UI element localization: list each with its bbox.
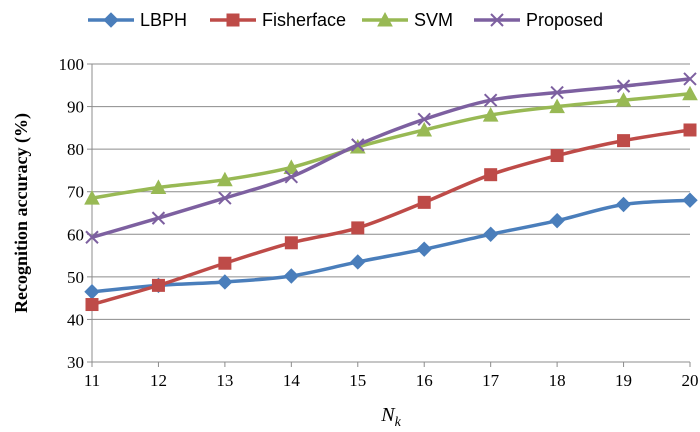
x-tick-label: 20 — [682, 371, 699, 390]
legend-label-svm: SVM — [414, 10, 453, 30]
legend-label-proposed: Proposed — [526, 10, 603, 30]
data-point-svm — [682, 85, 698, 101]
data-point-lbph — [549, 212, 565, 229]
y-tick-label: 60 — [67, 225, 84, 244]
data-point-lbph — [217, 274, 233, 290]
series-line-proposed — [91, 77, 691, 239]
data-point-lbph — [350, 254, 366, 270]
x-tick-label: 14 — [283, 371, 301, 390]
legend-item-fisherface: Fisherface — [210, 10, 346, 30]
data-point-proposed — [417, 112, 431, 127]
x-axis-label-subscript: k — [395, 415, 402, 430]
data-point-proposed — [683, 72, 697, 86]
x-tick-label: 11 — [84, 371, 100, 390]
series-lbph — [84, 192, 698, 300]
data-point-fisherface — [85, 298, 99, 312]
data-point-proposed — [483, 93, 498, 107]
series-line-fisherface — [91, 128, 691, 307]
legend-item-proposed: Proposed — [474, 10, 603, 30]
data-point-proposed — [616, 79, 631, 93]
legend-label-lbph: LBPH — [140, 10, 187, 30]
data-point-svm — [84, 190, 100, 205]
legend-marker-lbph — [103, 12, 119, 28]
data-point-svm — [482, 107, 499, 122]
data-point-svm — [416, 121, 433, 137]
data-point-lbph — [615, 196, 632, 213]
data-point-proposed — [351, 138, 365, 152]
x-tick-label: 12 — [150, 371, 167, 390]
data-point-svm — [615, 92, 632, 107]
legend-marker-svm — [377, 11, 393, 27]
legend: LBPH Fisherface SVM Proposed — [88, 10, 603, 30]
data-point-fisherface — [683, 123, 697, 137]
y-tick-label: 30 — [67, 353, 84, 372]
data-point-fisherface — [351, 221, 365, 235]
series-line-lbph — [91, 198, 691, 294]
data-point-lbph — [416, 241, 432, 257]
data-point-lbph — [682, 192, 698, 208]
data-point-lbph — [482, 226, 499, 242]
data-point-proposed — [218, 191, 232, 205]
data-point-fisherface — [284, 236, 298, 250]
data-point-svm — [217, 171, 233, 187]
series-proposed — [85, 72, 697, 244]
series-line-svm — [91, 92, 691, 200]
x-tick-label: 13 — [216, 371, 233, 390]
y-tick-labels: 30 40 50 60 70 80 90 100 — [59, 55, 85, 372]
x-tick-label: 16 — [416, 371, 433, 390]
x-axis-label-main: N — [380, 404, 396, 426]
y-tick-label: 50 — [67, 268, 84, 287]
series-fisherface — [85, 123, 697, 312]
legend-item-svm: SVM — [362, 10, 453, 30]
x-axis-label: Nk — [380, 404, 401, 430]
data-point-fisherface — [617, 134, 631, 148]
x-tick-labels: 11 12 13 14 15 16 17 18 19 20 — [84, 371, 699, 390]
y-axis-label: Recognition accuracy (%) — [11, 113, 32, 313]
x-tick-label: 18 — [549, 371, 566, 390]
data-point-fisherface — [484, 168, 498, 182]
y-tick-label: 100 — [59, 55, 85, 74]
data-point-lbph — [283, 268, 300, 284]
data-point-svm — [150, 179, 167, 194]
data-point-proposed — [550, 85, 564, 100]
x-tick-label: 17 — [482, 371, 500, 390]
data-point-proposed — [85, 230, 99, 244]
data-point-fisherface — [550, 149, 564, 163]
x-tick-label: 19 — [615, 371, 632, 390]
y-tick-label: 40 — [67, 310, 84, 329]
y-tick-label: 70 — [67, 183, 84, 202]
series-group — [84, 72, 698, 312]
data-point-fisherface — [218, 256, 232, 270]
y-tick-label: 90 — [67, 98, 84, 117]
x-tick-label: 15 — [349, 371, 366, 390]
legend-item-lbph: LBPH — [88, 10, 187, 30]
y-tick-label: 80 — [67, 140, 84, 159]
axes — [87, 63, 691, 367]
legend-marker-proposed — [490, 13, 504, 27]
data-point-fisherface — [417, 195, 431, 209]
legend-label-fisherface: Fisherface — [262, 10, 346, 30]
data-point-proposed — [284, 170, 299, 184]
legend-marker-fisherface — [226, 13, 240, 27]
data-point-fisherface — [151, 278, 165, 292]
data-point-lbph — [84, 284, 100, 300]
data-point-svm — [283, 159, 300, 174]
data-point-svm — [549, 98, 565, 114]
data-point-proposed — [151, 211, 166, 225]
